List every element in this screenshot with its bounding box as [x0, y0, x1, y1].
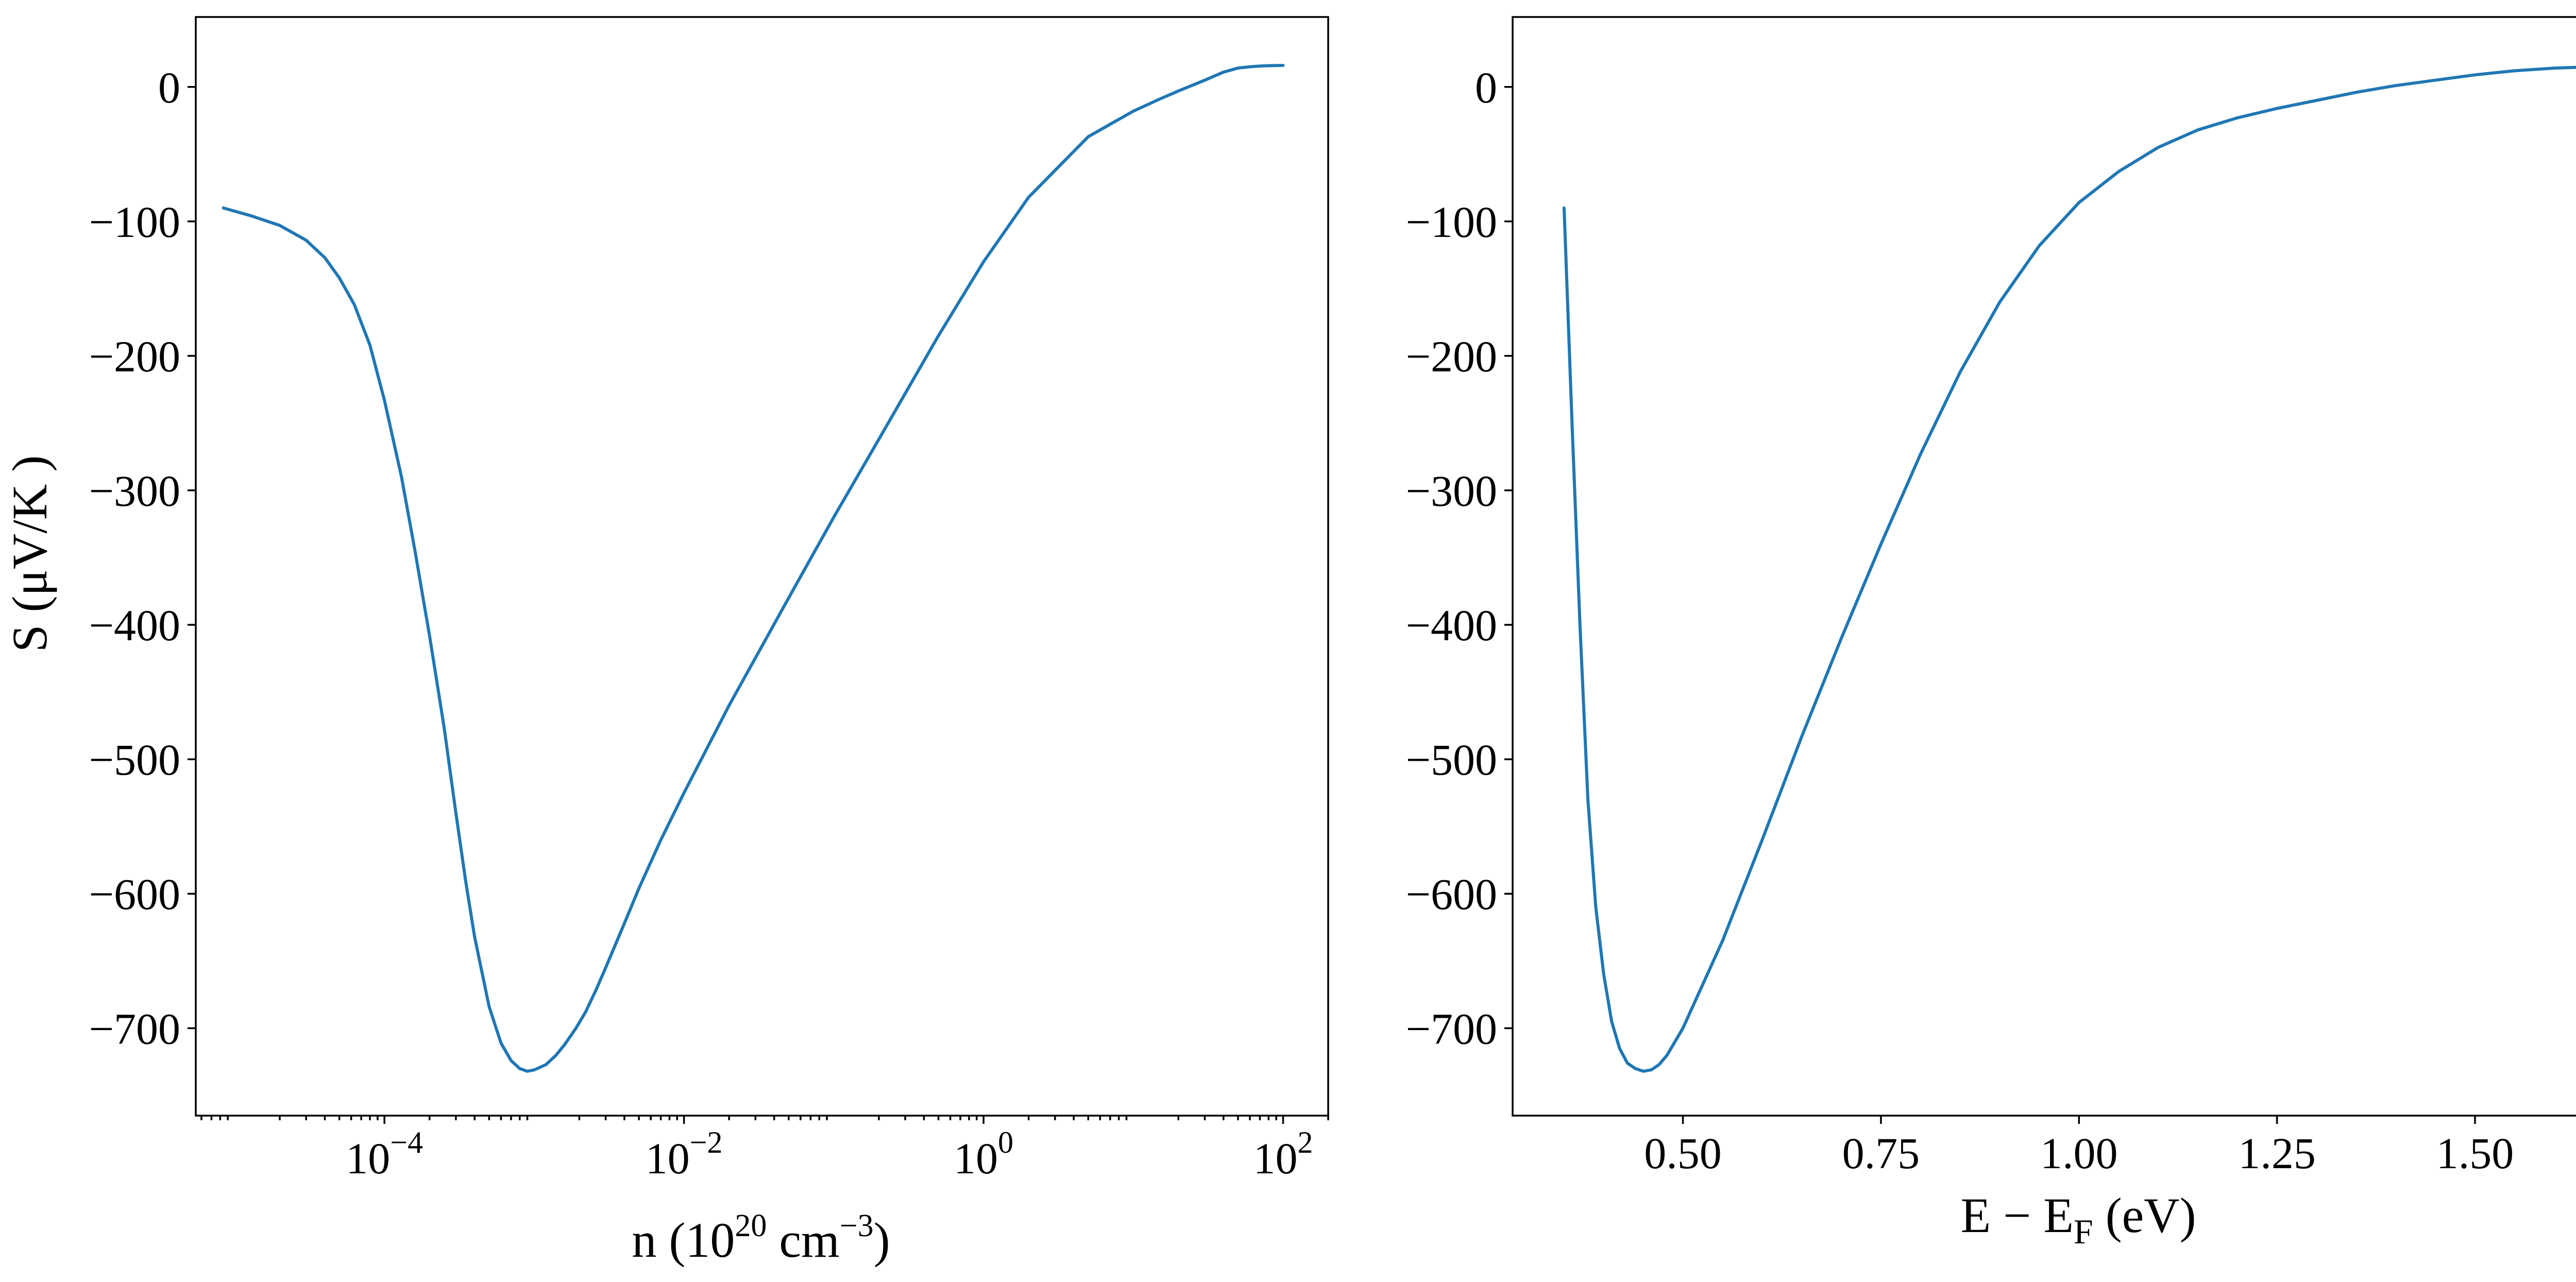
x-tick-label: 0.50	[1644, 1129, 1722, 1178]
y-tick-label: −600	[89, 869, 180, 919]
y-tick-label: −700	[1405, 1004, 1497, 1053]
left-x-axis-label-exp-2: −3	[840, 1208, 874, 1243]
x-tick-label: 102	[1253, 1125, 1313, 1183]
left-chart-marks	[222, 64, 1285, 1073]
left-x-axis-label: n (1020 cm−3)	[632, 1208, 890, 1268]
x-tick-label-exponent: −4	[390, 1125, 423, 1159]
x-tick-label-exponent: 0	[998, 1125, 1013, 1159]
right-x-axis-label-base: E − E	[1960, 1188, 2073, 1243]
right-x-axis-label-sub: F	[2074, 1212, 2093, 1251]
y-tick-label: −200	[1405, 332, 1497, 381]
left-x-axis-label-base: n (10	[632, 1212, 735, 1268]
y-tick-label: −500	[89, 735, 180, 784]
y-tick-label: −300	[1405, 466, 1497, 516]
right-chart-ticks: 0 −100 −200 −300 −400 −500 −600 −700 0.50 0.75 1.0…	[1405, 63, 2514, 1178]
y-tick-label: −700	[89, 1004, 180, 1053]
y-tick-label: 0	[1475, 63, 1497, 112]
y-tick-label: −300	[89, 466, 180, 516]
right-x-axis-label: E − EF (eV)	[1960, 1188, 2196, 1251]
y-tick-label: −100	[1405, 197, 1497, 247]
x-tick-label: 10−4	[346, 1125, 423, 1183]
x-tick-label: 1.00	[2040, 1129, 2118, 1178]
x-tick-label: 1.25	[2238, 1129, 2316, 1178]
x-tick-label: 0.75	[1842, 1129, 1920, 1178]
left-x-axis-label-exp-1: 20	[735, 1208, 767, 1243]
y-tick-label: −200	[89, 332, 180, 381]
x-tick-label-base: 10	[346, 1134, 390, 1183]
y-tick-label: −400	[1405, 601, 1497, 650]
left-x-axis-label-mid: cm	[767, 1212, 839, 1268]
left-chart-frame	[195, 16, 1329, 1117]
left-x-axis-label-tail: )	[874, 1212, 890, 1268]
x-tick-label: 1.50	[2436, 1129, 2514, 1178]
x-tick-label-base: 10	[1253, 1134, 1297, 1183]
y-tick-label: −100	[89, 197, 180, 247]
y-tick-label: −400	[89, 601, 180, 650]
right-x-axis-label-tail: (eV)	[2093, 1188, 2196, 1243]
y-tick-label: −500	[1405, 735, 1497, 784]
right-chart-panel: 0 −100 −200 −300 −400 −500 −600 −700 0.50 0.75 1.0…	[1405, 16, 2576, 1251]
x-tick-label-base: 10	[646, 1134, 690, 1183]
left-y-axis-label: S (μV/K )	[2, 455, 57, 652]
x-tick-label-exponent: 2	[1297, 1125, 1313, 1159]
series-line	[222, 64, 1285, 1073]
right-chart-marks	[1562, 65, 2576, 1073]
x-tick-label: 10−2	[646, 1125, 723, 1183]
x-tick-label: 100	[954, 1125, 1013, 1183]
y-tick-label: −600	[1405, 869, 1497, 919]
right-chart-frame	[1512, 16, 2576, 1117]
series-line	[1562, 65, 2576, 1073]
x-tick-label-exponent: −2	[690, 1125, 723, 1159]
y-tick-label: 0	[158, 63, 180, 112]
x-tick-label-base: 10	[954, 1134, 998, 1183]
